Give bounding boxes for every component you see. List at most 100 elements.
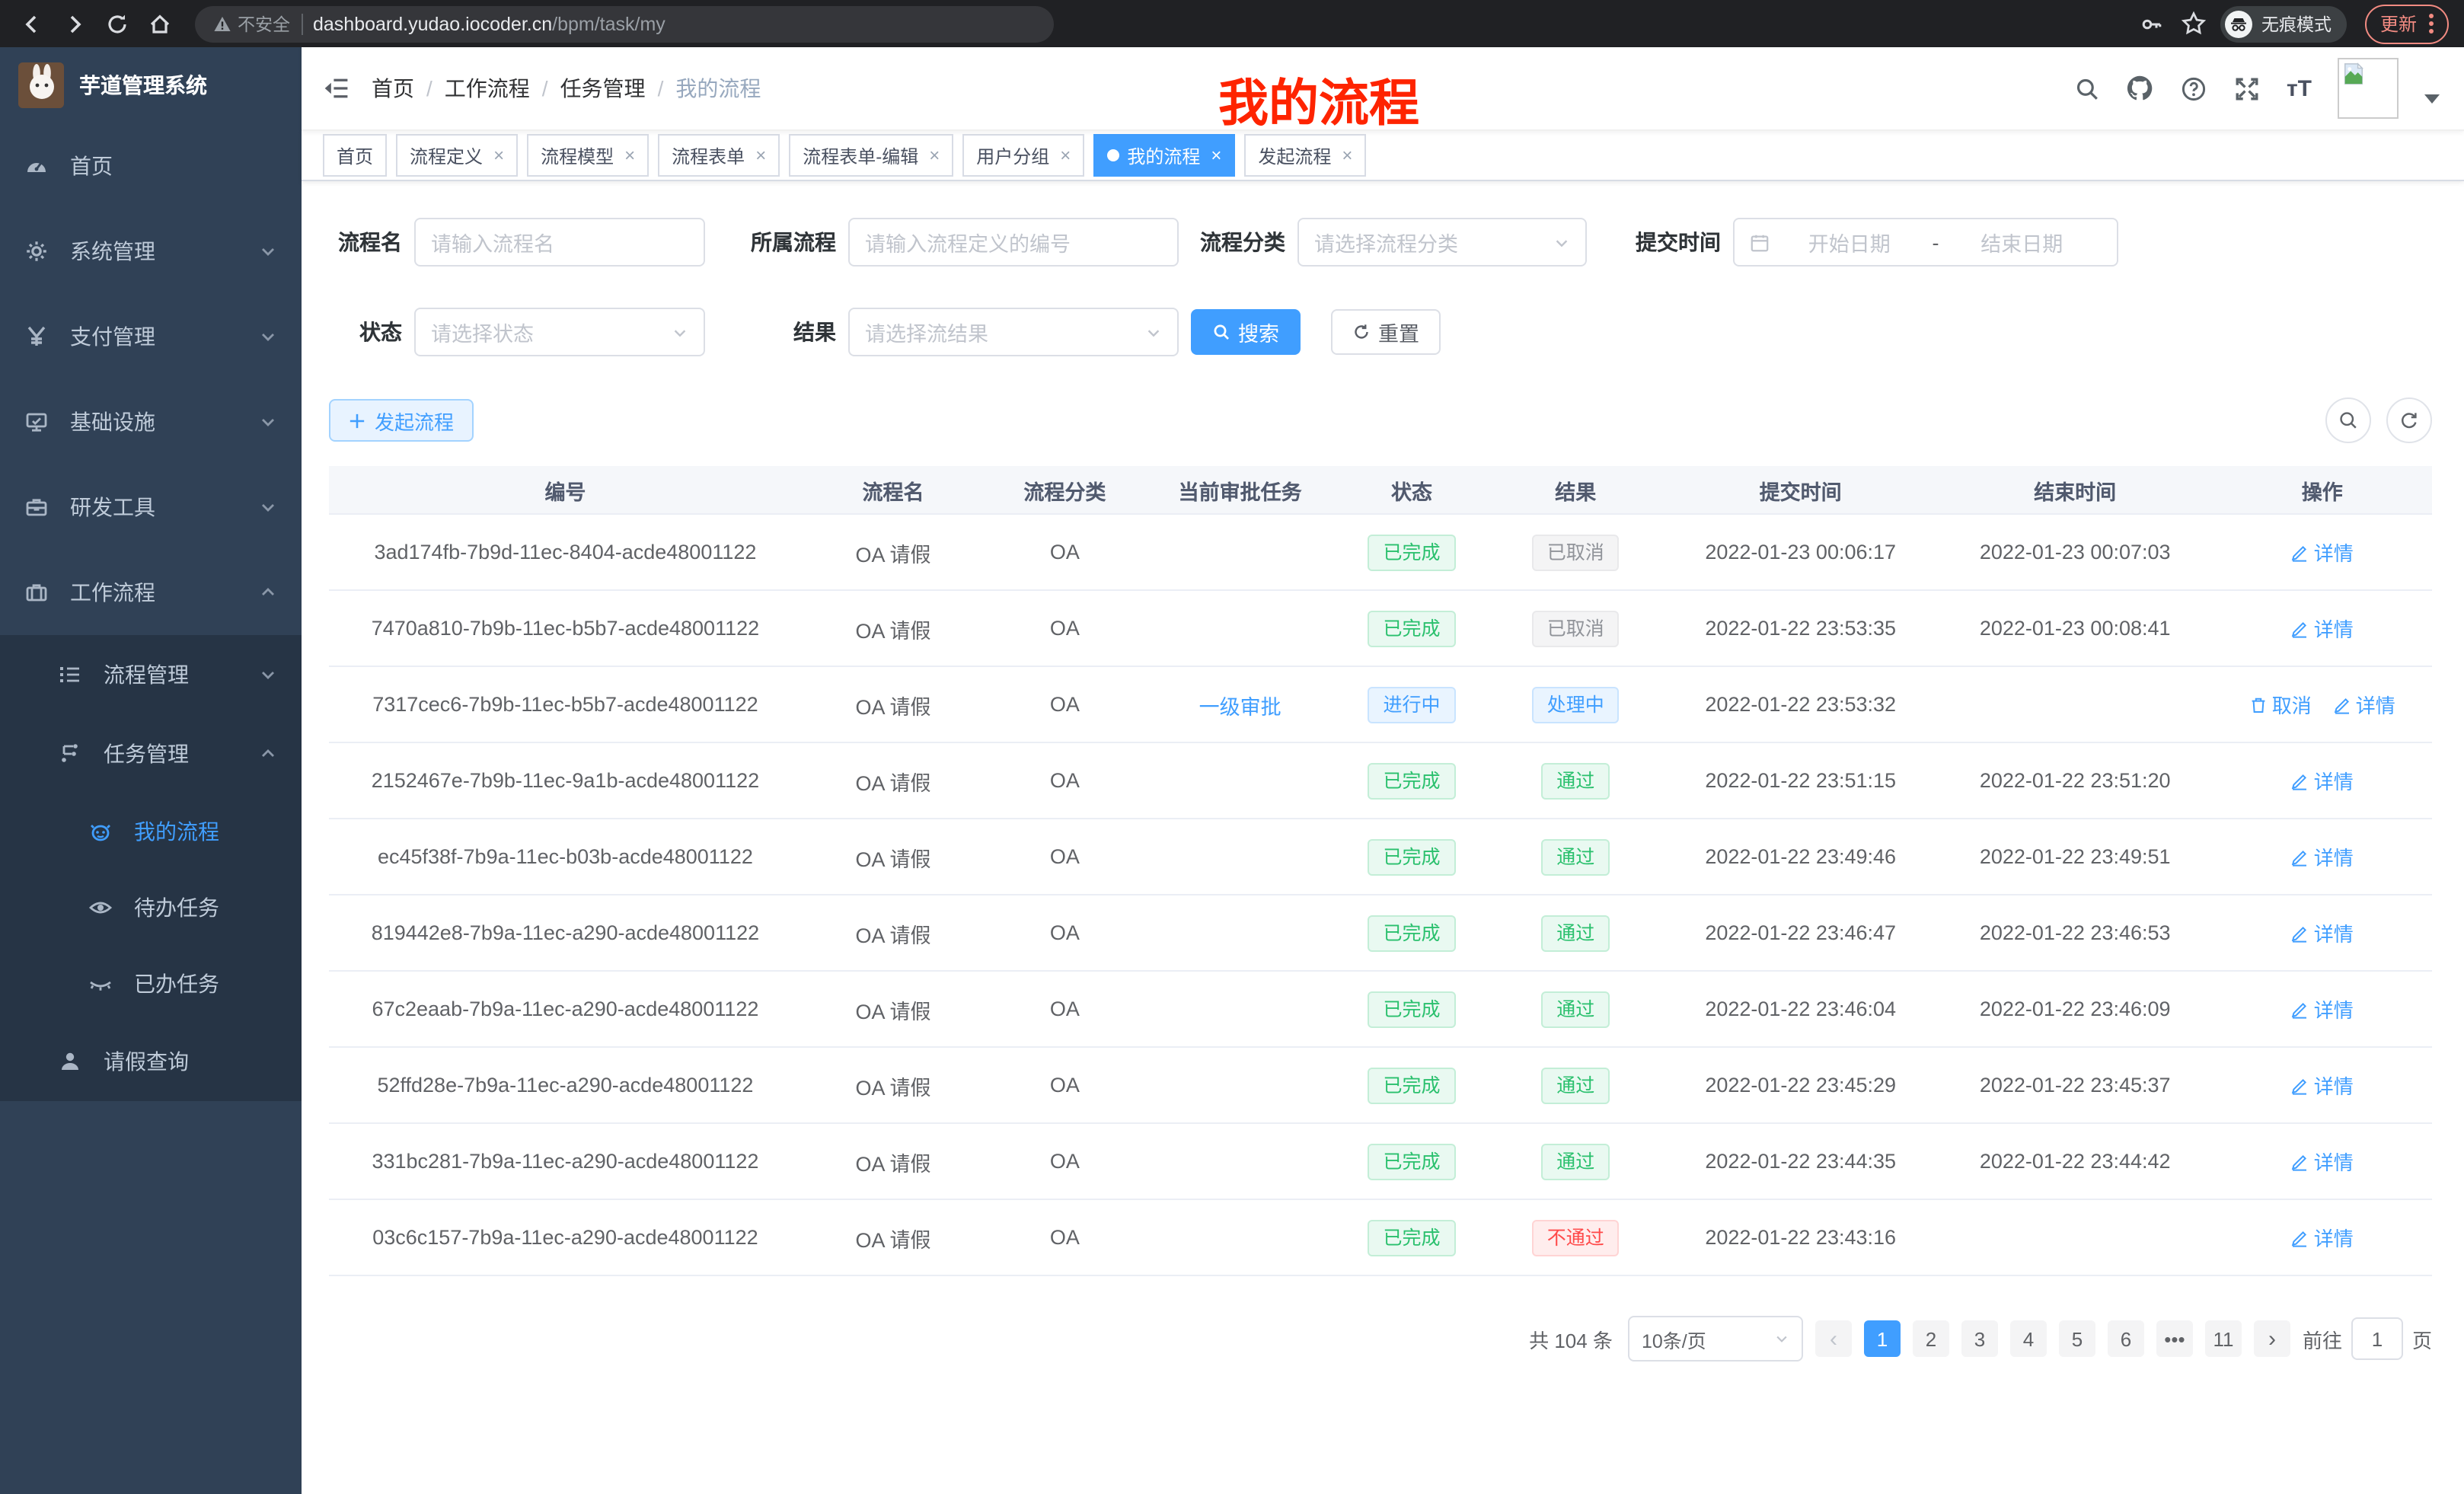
- sidebar-item-payment[interactable]: 支付管理: [0, 294, 302, 379]
- result-cell: 已取消: [1488, 590, 1664, 667]
- tab-my-process[interactable]: 我的流程 ×: [1093, 134, 1236, 177]
- table-row: 3ad174fb-7b9d-11ec-8404-acde48001122 OA 请…: [329, 514, 2432, 591]
- toggle-search-button[interactable]: [2325, 397, 2371, 443]
- url-divider: [301, 13, 302, 34]
- reload-icon[interactable]: [101, 7, 134, 40]
- not-secure-warning[interactable]: 不安全: [213, 11, 290, 36]
- font-size-icon[interactable]: ᴛT: [2286, 75, 2312, 101]
- detail-link[interactable]: 详情: [2333, 690, 2395, 719]
- sidebar-collapse-icon[interactable]: [323, 75, 350, 102]
- key-icon[interactable]: [2135, 7, 2169, 40]
- current-task-cell: [1144, 1199, 1336, 1276]
- search-button[interactable]: 搜索: [1191, 309, 1301, 355]
- status-cell: 已完成: [1335, 514, 1489, 591]
- chevron-down-icon: [1145, 324, 1162, 340]
- result-cell: 通过: [1488, 819, 1664, 895]
- parent-process-input[interactable]: 请输入流程定义的编号: [848, 218, 1179, 267]
- sidebar-item-my-process[interactable]: 我的流程: [0, 793, 302, 870]
- close-icon[interactable]: ×: [1342, 145, 1353, 166]
- detail-link[interactable]: 详情: [2291, 538, 2354, 567]
- tab-user-group[interactable]: 用户分组 ×: [962, 134, 1085, 177]
- app-logo[interactable]: 芋道管理系统: [0, 47, 302, 123]
- status-select[interactable]: 请选择状态: [414, 308, 705, 356]
- submit-time-range-picker[interactable]: 开始日期 - 结束日期: [1733, 218, 2118, 267]
- process-category-select[interactable]: 请选择流程分类: [1297, 218, 1587, 267]
- page-button[interactable]: 1: [1863, 1320, 1901, 1357]
- detail-link[interactable]: 详情: [2291, 918, 2354, 947]
- sidebar-item-leave-query[interactable]: 请假查询: [0, 1022, 302, 1101]
- forward-icon[interactable]: [58, 7, 91, 40]
- close-icon[interactable]: ×: [755, 145, 767, 166]
- detail-link[interactable]: 详情: [2291, 994, 2354, 1023]
- submit-time-cell: 2022-01-22 23:43:16: [1663, 1199, 1938, 1276]
- detail-link[interactable]: 详情: [2291, 1071, 2354, 1100]
- more-pages-button[interactable]: •••: [2156, 1320, 2193, 1357]
- address-bar[interactable]: 不安全 dashboard.yudao.iocoder.cn/bpm/task/…: [195, 5, 1054, 42]
- submit-time-cell: 2022-01-22 23:46:47: [1663, 895, 1938, 972]
- home-icon[interactable]: [143, 7, 177, 40]
- sidebar-item-home[interactable]: 首页: [0, 123, 302, 209]
- page-button[interactable]: 5: [2058, 1320, 2095, 1357]
- sidebar-item-infrastructure[interactable]: 基础设施: [0, 379, 302, 464]
- ops-cell: 详情: [2212, 1123, 2432, 1200]
- search-icon[interactable]: [2073, 75, 2101, 102]
- browser-menu-icon[interactable]: [2429, 14, 2434, 34]
- detail-link[interactable]: 详情: [2291, 614, 2354, 643]
- process-id-cell: ec45f38f-7b9a-11ec-b03b-acde48001122: [329, 819, 802, 895]
- bookmark-star-icon[interactable]: [2178, 7, 2211, 40]
- breadcrumb-workflow: 工作流程: [444, 76, 530, 101]
- fullscreen-icon[interactable]: [2233, 75, 2261, 102]
- sidebar-item-todo-tasks[interactable]: 待办任务: [0, 870, 302, 946]
- refresh-table-button[interactable]: [2386, 397, 2432, 443]
- page-button[interactable]: 6: [2107, 1320, 2144, 1357]
- help-icon[interactable]: [2180, 75, 2207, 102]
- detail-link[interactable]: 详情: [2291, 842, 2354, 871]
- tab-start-process[interactable]: 发起流程 ×: [1244, 134, 1367, 177]
- close-icon[interactable]: ×: [493, 145, 505, 166]
- detail-link[interactable]: 详情: [2291, 766, 2354, 795]
- create-process-button[interactable]: 发起流程: [329, 399, 474, 442]
- page-button[interactable]: 3: [1961, 1320, 1998, 1357]
- update-button[interactable]: 更新: [2364, 4, 2449, 43]
- sidebar-item-workflow[interactable]: 工作流程: [0, 550, 302, 635]
- category-cell: OA: [985, 971, 1145, 1048]
- prev-page-button[interactable]: ‹: [1814, 1320, 1852, 1357]
- sidebar-item-done-tasks[interactable]: 已办任务: [0, 946, 302, 1022]
- github-icon[interactable]: [2127, 75, 2154, 102]
- reset-button[interactable]: 重置: [1331, 309, 1441, 355]
- sidebar-item-dev-tools[interactable]: 研发工具: [0, 464, 302, 550]
- tab-process-model[interactable]: 流程模型 ×: [527, 134, 650, 177]
- goto-page-input[interactable]: 1: [2351, 1317, 2403, 1360]
- breadcrumb-current: 我的流程: [675, 76, 761, 101]
- current-task-link[interactable]: 一级审批: [1198, 695, 1281, 718]
- tab-process-definition[interactable]: 流程定义 ×: [396, 134, 519, 177]
- detail-link[interactable]: 详情: [2291, 1223, 2354, 1252]
- tab-process-form[interactable]: 流程表单 ×: [658, 134, 780, 177]
- page-button[interactable]: 4: [2009, 1320, 2047, 1357]
- tab-process-form-edit[interactable]: 流程表单-编辑 ×: [789, 134, 954, 177]
- sidebar-item-system[interactable]: 系统管理: [0, 209, 302, 294]
- table-body: 3ad174fb-7b9d-11ec-8404-acde48001122 OA 请…: [329, 514, 2432, 1276]
- page-button[interactable]: 2: [1912, 1320, 1949, 1357]
- page-size-select[interactable]: 10条/页: [1627, 1316, 1803, 1362]
- incognito-badge: 无痕模式: [2220, 5, 2347, 42]
- cancel-link[interactable]: 取消: [2249, 690, 2312, 719]
- page-button[interactable]: 11: [2204, 1320, 2242, 1357]
- sidebar-item-process-management[interactable]: 流程管理: [0, 635, 302, 714]
- close-icon[interactable]: ×: [1211, 145, 1222, 166]
- close-icon[interactable]: ×: [929, 145, 940, 166]
- sidebar-item-task-management[interactable]: 任务管理: [0, 714, 302, 793]
- detail-link[interactable]: 详情: [2291, 1147, 2354, 1176]
- result-select[interactable]: 请选择流结果: [848, 308, 1179, 356]
- avatar[interactable]: [2338, 58, 2399, 119]
- chevron-down-icon: [259, 413, 277, 431]
- tab-home[interactable]: 首页: [323, 134, 388, 177]
- breadcrumb-home[interactable]: 首页: [372, 76, 414, 101]
- process-name-input[interactable]: 请输入流程名: [414, 218, 705, 267]
- close-icon[interactable]: ×: [1060, 145, 1071, 166]
- close-icon[interactable]: ×: [624, 145, 636, 166]
- avatar-dropdown-caret[interactable]: [2424, 94, 2440, 104]
- back-icon[interactable]: [15, 7, 49, 40]
- status-cell: 已完成: [1335, 819, 1489, 895]
- next-page-button[interactable]: ›: [2253, 1320, 2290, 1357]
